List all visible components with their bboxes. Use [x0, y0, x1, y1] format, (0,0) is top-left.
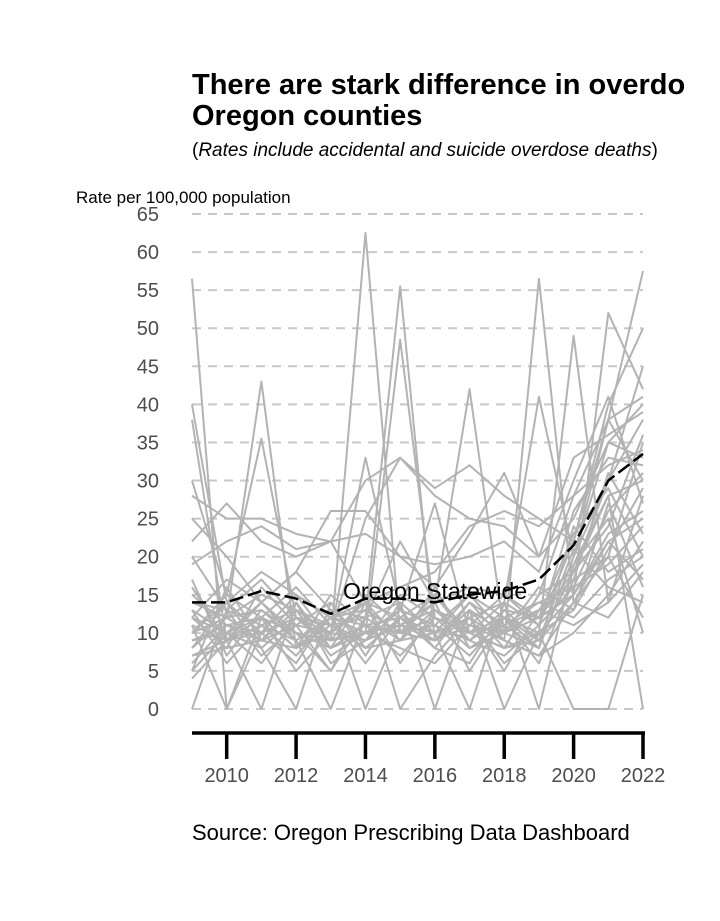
y-tick-label: 15 — [137, 585, 159, 607]
subtitle-close-paren: ) — [651, 140, 658, 161]
x-axis: 2010 2012 2014 2016 2018 2020 2022 — [192, 731, 666, 787]
x-tick-label: 2010 — [204, 765, 249, 787]
county-line-16 — [191, 404, 644, 650]
x-tick-label: 2020 — [551, 765, 596, 787]
county-line-31 — [191, 517, 644, 642]
y-tick-label: 10 — [137, 623, 159, 645]
chart-subtitle: (Rates include accidental and suicide ov… — [192, 140, 658, 162]
county-series — [191, 232, 644, 710]
y-tick-label: 40 — [137, 394, 159, 416]
chart-title: There are stark difference in overdo Ore… — [192, 70, 685, 132]
county-line-32 — [191, 540, 644, 657]
county-line-21 — [191, 571, 644, 665]
county-line-34 — [191, 487, 644, 672]
y-tick-label: 0 — [148, 699, 159, 721]
x-tick-label: 2016 — [413, 765, 458, 787]
y-tick-label: 5 — [148, 661, 159, 683]
y-tick-label: 55 — [137, 280, 159, 302]
county-line-12 — [191, 441, 644, 558]
statewide-line — [192, 452, 644, 616]
subtitle-open-paren: ( — [192, 140, 199, 161]
y-tick-label: 20 — [137, 547, 159, 569]
county-line-26 — [191, 555, 644, 710]
county-line-33 — [191, 487, 644, 650]
y-tick-label: 60 — [137, 242, 159, 264]
x-tick-label: 2018 — [482, 765, 527, 787]
x-tick-label: 2014 — [343, 765, 388, 787]
y-tick-label: 65 — [137, 204, 159, 226]
y-tick-label: 25 — [137, 509, 159, 531]
county-line-23 — [191, 594, 644, 710]
county-line-14 — [191, 395, 644, 573]
y-tick-label: 35 — [137, 432, 159, 454]
statewide-series — [192, 452, 644, 616]
y-tick-label: 30 — [137, 471, 159, 493]
x-tick-label: 2022 — [621, 765, 666, 787]
y-tick-label: 50 — [137, 318, 159, 340]
county-line-11 — [191, 395, 644, 634]
y-axis-ticks: 0 5 10 15 20 25 30 35 40 45 50 55 60 65 — [137, 204, 159, 721]
county-line-18 — [191, 434, 644, 619]
county-line-36 — [191, 471, 644, 634]
county-line-25 — [191, 563, 644, 710]
chart-title-line1: There are stark difference in overdo — [192, 69, 686, 101]
y-axis-title: Rate per 100,000 population — [76, 188, 291, 207]
subtitle-text: Rates include accidental and suicide ove… — [198, 140, 652, 161]
x-tick-label: 2012 — [274, 765, 319, 787]
county-line-13 — [191, 418, 644, 604]
source-caption: Source: Oregon Prescribing Data Dashboar… — [192, 820, 630, 845]
chart-title-line2: Oregon counties — [192, 100, 423, 132]
statewide-annotation: Oregon Statewide — [343, 578, 527, 604]
y-tick-label: 45 — [137, 356, 159, 378]
